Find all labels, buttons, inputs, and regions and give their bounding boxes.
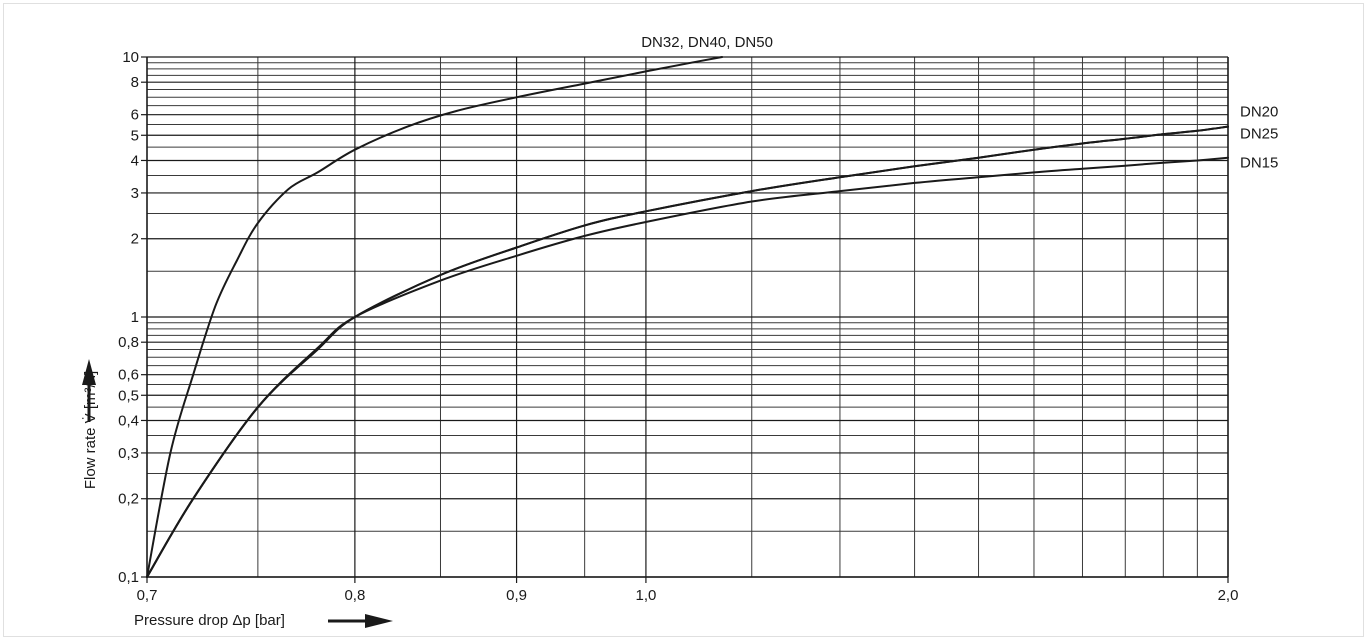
- series-label: DN32, DN40, DN50: [641, 34, 773, 51]
- y-tick-label: 8: [131, 74, 139, 91]
- x-tick-label: 1,0: [635, 587, 656, 604]
- y-tick-label: 0,1: [118, 569, 139, 586]
- x-tick-label: 0,7: [137, 587, 158, 604]
- y-axis-title: Flow rate V̇ [m³/h]: [82, 371, 99, 489]
- axes: [146, 57, 1229, 578]
- series-curve-dn15: [146, 156, 1229, 578]
- series-label: DN15: [1240, 155, 1278, 172]
- y-tick-label: 0,2: [118, 491, 139, 508]
- x-axis-title-group: Pressure drop Δp [bar]: [134, 612, 393, 629]
- y-tick-label: 10: [122, 49, 139, 66]
- x-axis-title: Pressure drop Δp [bar]: [134, 612, 285, 629]
- y-tick-label: 0,5: [118, 387, 139, 404]
- series-curve-dn32-dn40-dn50: [146, 56, 724, 578]
- x-tick-label: 0,9: [506, 587, 527, 604]
- x-tick-label: 0,8: [344, 587, 365, 604]
- y-axis-title-group: Flow rate V̇ [m³/h]: [82, 359, 99, 489]
- series-curve-dn20: [146, 125, 1229, 578]
- y-tick-label: 2: [131, 231, 139, 248]
- y-tick-label: 0,3: [118, 445, 139, 462]
- y-tick-label: 4: [131, 152, 139, 169]
- x-axis-arrow-icon: [328, 614, 393, 628]
- series-label: DN20: [1240, 104, 1278, 121]
- data-curves: [146, 56, 1229, 578]
- y-tick-label: 0,6: [118, 367, 139, 384]
- series-curve-dn25: [146, 125, 1229, 578]
- y-tick-label: 0,4: [118, 412, 139, 429]
- y-tick-label: 6: [131, 107, 139, 124]
- y-tick-label: 5: [131, 127, 139, 144]
- series-labels: DN32, DN40, DN50 DN20 DN25 DN15: [641, 34, 1278, 172]
- tick-labels: 0,7 0,8 0,9 1,0 2,0 0,1 0,2 0,3 0,4 0,5 0,6 0,8 1 2 3 4…: [118, 49, 1238, 604]
- y-tick-label: 3: [131, 185, 139, 202]
- major-grid: [141, 56, 1229, 583]
- y-tick-label: 1: [131, 309, 139, 326]
- y-axis-arrow-icon: [82, 359, 96, 422]
- series-label: DN25: [1240, 126, 1278, 143]
- y-tick-label: 0,8: [118, 334, 139, 351]
- x-tick-label: 2,0: [1218, 587, 1239, 604]
